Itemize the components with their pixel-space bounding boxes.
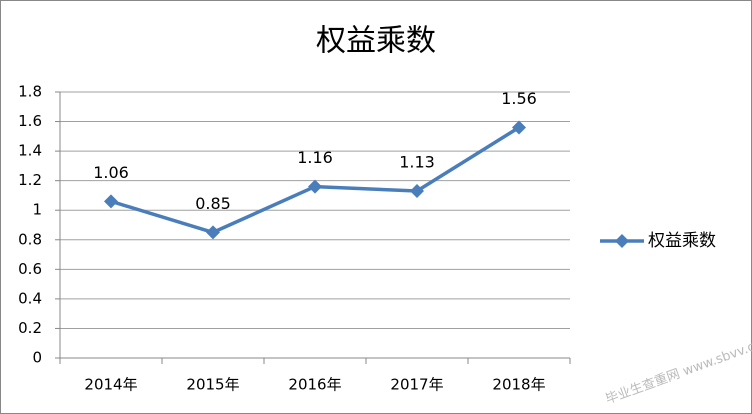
data-label: 1.16 [297, 148, 333, 167]
y-tick-label: 0.8 [18, 230, 42, 248]
y-tick-label: 1.6 [18, 112, 42, 130]
y-tick-label: 1 [32, 201, 42, 219]
chart-title: 权益乘数 [316, 24, 436, 59]
marker [308, 179, 322, 194]
x-tick-label: 2016年 [288, 376, 341, 394]
y-tick-label: 1.4 [18, 142, 42, 160]
x-tick-label: 2015年 [186, 376, 239, 394]
x-tick-label: 2017年 [390, 376, 443, 394]
x-tick-label: 2018年 [492, 376, 545, 394]
marker [206, 225, 220, 240]
data-label: 1.56 [501, 89, 537, 108]
marker [512, 120, 526, 135]
marker [410, 184, 424, 199]
data-label: 0.85 [195, 194, 231, 213]
marker [104, 194, 118, 209]
legend-marker [615, 234, 629, 248]
data-label: 1.06 [93, 163, 129, 182]
y-tick-label: 0.2 [18, 319, 42, 337]
y-tick-label: 1.2 [18, 171, 42, 189]
y-tick-label: 0.4 [18, 289, 42, 307]
x-tick-label: 2014年 [84, 376, 137, 394]
y-tick-label: 1.8 [18, 83, 42, 101]
data-label: 1.13 [399, 153, 435, 172]
legend-label: 权益乘数 [648, 231, 716, 251]
y-tick-label: 0.6 [18, 260, 42, 278]
y-tick-label: 0 [32, 349, 42, 367]
